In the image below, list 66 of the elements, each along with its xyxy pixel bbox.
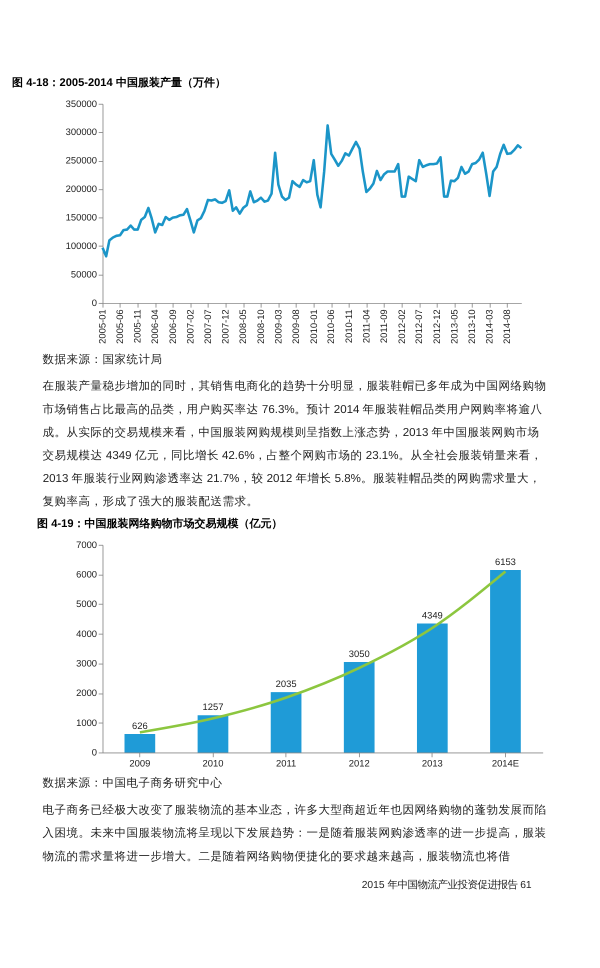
source-note: 数据来源：国家统计局: [42, 352, 163, 366]
x-tick-label: 2014-08: [501, 309, 512, 344]
y-tick-label: 350000: [66, 98, 98, 109]
text: 2015 年中国物流产业投资促进报告 61: [362, 878, 532, 891]
data-label: 2035: [276, 678, 297, 690]
x-tick-label: 2007-07: [202, 309, 213, 344]
bar: [270, 692, 302, 753]
x-tick-label: 2005-01: [96, 309, 108, 344]
x-tick-label: 2011-04: [360, 309, 372, 344]
x-tick-label: 2006-09: [166, 309, 178, 344]
x-tick-label: 2014E: [492, 758, 520, 769]
x-tick-label: 2012: [348, 758, 370, 769]
x-tick-label: 2005-11: [132, 309, 143, 344]
x-tick-label: 2013-10: [466, 309, 478, 344]
x-tick-label: 2011-09: [378, 309, 390, 344]
bar: [416, 623, 448, 753]
y-tick-label: 200000: [66, 183, 98, 194]
y-tick-label: 50000: [70, 268, 98, 280]
text: 在服装产量稳步增加的同时，其销售电商化的趋势十分明显，服装鞋帽已多年成为中国网络购物市场销售占比最高的品类，用户购买率达 76.3%。预计 2014 年服装鞋帽品类用户网购率将逾八成。从实际的交易规模来看，中国服装网购规模则呈指数上涨态势，2013 年中国服装网购市场交易规模达 4349 亿元，同比增长 42.6%，占整个网购市场的 23.1%。从全社会服装销量来看，2013 年服装行业网购渗透率达 21.7%，较 2012 年增长 5.8%。服装鞋帽品类的网购需求量大，复购率高，形成了强大的服装配送需求。: [42, 378, 547, 508]
y-tick-label: 0: [92, 746, 98, 758]
y-tick-label: 1000: [76, 716, 98, 728]
x-tick-label: 2009-03: [272, 309, 284, 344]
y-tick-label: 300000: [66, 126, 98, 138]
y-tick-label: 100000: [66, 240, 98, 252]
x-tick-label: 2009-08: [290, 309, 302, 344]
data-label: 3050: [348, 648, 370, 659]
y-tick-label: 3000: [76, 658, 98, 668]
y-tick-label: 250000: [66, 154, 98, 166]
x-tick-label: 2010: [202, 758, 224, 769]
y-tick-label: 4000: [76, 628, 98, 639]
chart-title: 图 4-18：2005-2014 中国服装产量（万件）: [12, 76, 226, 89]
bar: [344, 662, 375, 753]
x-tick-label: 2007-02: [184, 309, 196, 344]
x-tick-label: 2005-06: [114, 309, 126, 344]
bar: [490, 570, 521, 753]
x-tick-label: 2013: [422, 758, 443, 769]
y-tick-label: 0: [92, 296, 98, 308]
y-tick-label: 2000: [76, 687, 98, 698]
x-tick-label: 2008-05: [237, 309, 248, 344]
x-tick-label: 2007-12: [220, 309, 231, 344]
x-tick-label: 2010-11: [342, 309, 354, 344]
x-tick-label: 2010-01: [308, 309, 319, 344]
line-series: [101, 124, 523, 258]
x-tick-label: 2006-04: [149, 309, 160, 344]
text: 电子商务已经极大改变了服装物流的基本业态，许多大型商超近年也因网络购物的蓬勃发展而陷入困境。未来中国服装物流将呈现以下发展趋势：一是随着服装网购渗透率的进一步提高，服装物流的需求量将进一步增大。二是随着网络购物便捷化的要求越来越高，服装物流也将借: [42, 802, 547, 863]
x-tick-label: 2012-12: [430, 309, 442, 344]
data-label: 4349: [422, 609, 443, 620]
x-tick-label: 2009: [129, 758, 150, 769]
x-tick-label: 2012-02: [396, 309, 407, 344]
y-tick-label: 150000: [66, 212, 98, 223]
chart-title: 图 4-19：中国服装网络购物市场交易规模（亿元）: [37, 516, 283, 530]
data-label: 6153: [495, 556, 516, 567]
y-tick-label: 6000: [76, 568, 98, 580]
data-label: 1257: [202, 701, 224, 712]
bar: [198, 715, 228, 753]
x-tick-label: 2012-07: [413, 309, 424, 344]
x-tick-label: 2011: [276, 758, 296, 769]
x-tick-label: 2010-06: [325, 309, 336, 344]
data-label: 626: [132, 720, 148, 731]
y-tick-label: 5000: [76, 598, 98, 610]
bar: [124, 734, 156, 753]
x-tick-label: 2014-03: [484, 309, 495, 344]
x-tick-label: 2013-05: [448, 309, 460, 344]
x-tick-label: 2008-10: [254, 309, 266, 344]
source-note: 数据来源：中国电子商务研究中心: [42, 776, 223, 790]
y-tick-label: 7000: [76, 538, 98, 550]
